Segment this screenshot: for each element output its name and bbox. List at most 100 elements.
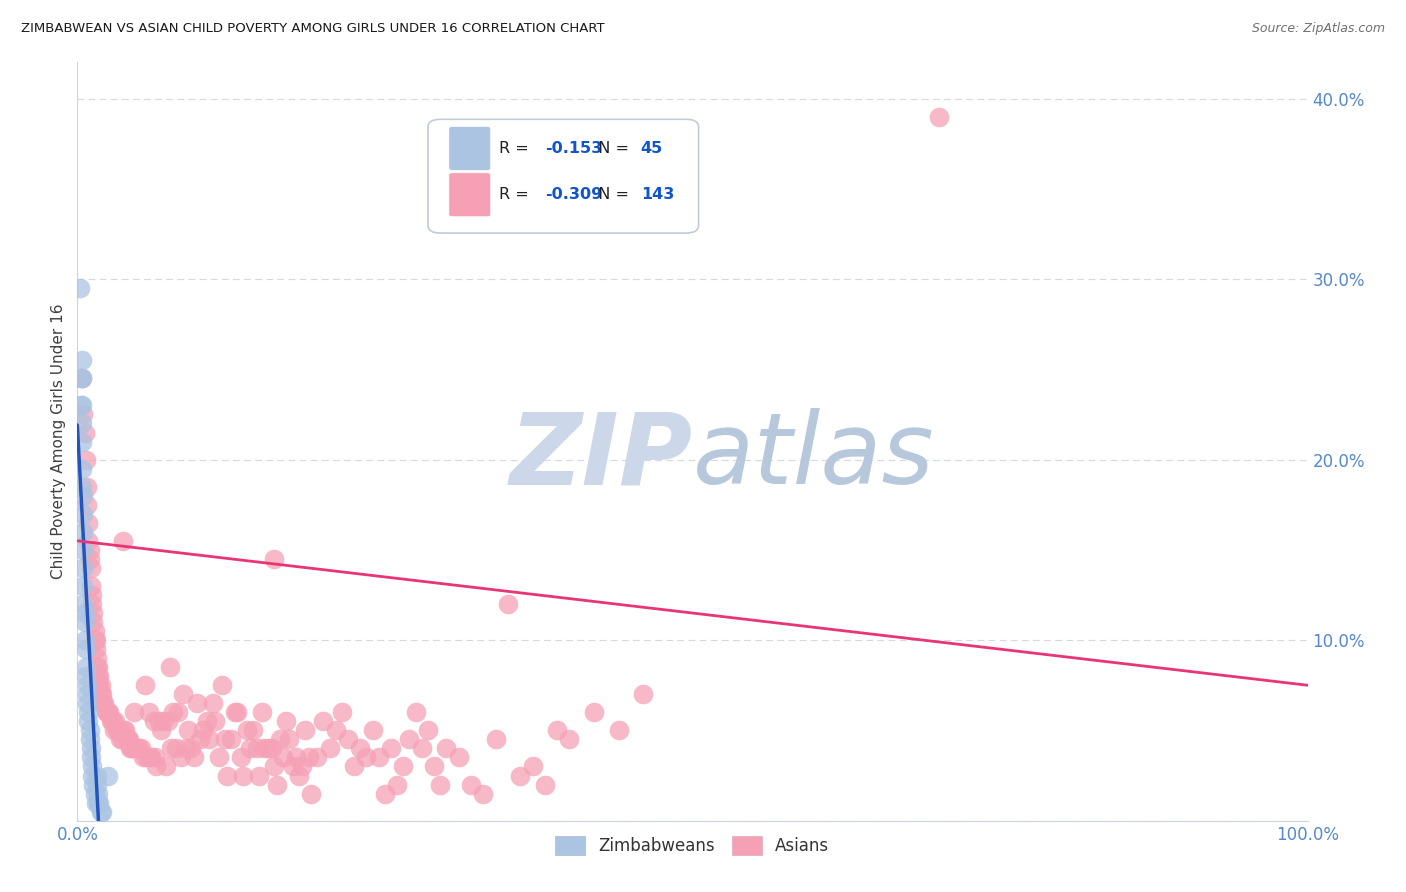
Text: ZIP: ZIP — [509, 409, 693, 505]
Point — [260, 741, 283, 756]
Point — [72, 408, 94, 422]
Point — [157, 714, 180, 729]
Point — [392, 759, 415, 773]
Point — [100, 714, 122, 729]
Point — [82, 768, 104, 782]
Text: 143: 143 — [641, 187, 673, 202]
Point — [107, 723, 129, 738]
Point — [411, 741, 433, 756]
Point — [97, 768, 120, 782]
Point — [343, 759, 366, 773]
Point — [72, 489, 94, 503]
Point — [217, 768, 239, 782]
Point — [191, 723, 214, 738]
Point — [201, 696, 224, 710]
Point — [82, 588, 104, 602]
FancyBboxPatch shape — [449, 127, 491, 170]
Point — [276, 714, 298, 729]
Point — [385, 778, 409, 792]
Point — [80, 561, 103, 575]
Point — [70, 461, 93, 475]
Point — [121, 741, 143, 756]
Text: N =: N = — [588, 141, 634, 156]
Point — [155, 759, 177, 773]
Point — [509, 768, 531, 782]
Point — [103, 723, 125, 738]
Point — [416, 723, 439, 738]
Point — [73, 425, 96, 440]
Point — [84, 633, 107, 648]
Text: R =: R = — [499, 187, 534, 202]
Point — [70, 399, 93, 413]
Point — [330, 706, 353, 720]
Point — [250, 706, 273, 720]
FancyBboxPatch shape — [449, 173, 491, 217]
Y-axis label: Child Poverty Among Girls Under 16: Child Poverty Among Girls Under 16 — [51, 304, 66, 579]
Point — [337, 732, 360, 747]
Point — [87, 669, 110, 683]
Point — [90, 687, 112, 701]
Point — [82, 615, 104, 629]
Point — [128, 741, 150, 756]
Point — [159, 660, 181, 674]
Point — [69, 281, 91, 295]
Point — [195, 714, 218, 729]
Point — [70, 371, 93, 385]
Text: atlas: atlas — [693, 409, 934, 505]
Point — [79, 732, 101, 747]
Point — [120, 741, 142, 756]
Point — [170, 750, 193, 764]
Point — [70, 480, 93, 494]
Point — [269, 732, 291, 747]
FancyBboxPatch shape — [427, 120, 699, 233]
Point — [70, 417, 93, 431]
Point — [86, 768, 108, 782]
Point — [263, 759, 285, 773]
Point — [232, 768, 254, 782]
Point — [76, 678, 98, 692]
Point — [75, 642, 97, 657]
Point — [180, 741, 202, 756]
Point — [257, 741, 280, 756]
Point — [135, 750, 157, 764]
Point — [224, 706, 246, 720]
Point — [89, 669, 111, 683]
Point — [208, 750, 231, 764]
Point — [236, 723, 259, 738]
Point — [97, 706, 120, 720]
Point — [73, 633, 96, 648]
Point — [75, 669, 97, 683]
Point — [460, 778, 482, 792]
Point — [167, 706, 190, 720]
Point — [188, 732, 212, 747]
Point — [307, 750, 329, 764]
Point — [94, 706, 117, 720]
Point — [111, 732, 132, 747]
Point — [70, 434, 93, 449]
Point — [141, 750, 163, 764]
Point — [91, 696, 114, 710]
Point — [70, 371, 93, 385]
Point — [70, 353, 93, 368]
Point — [229, 750, 252, 764]
Point — [278, 732, 301, 747]
Point — [271, 750, 294, 764]
Point — [242, 723, 264, 738]
Point — [82, 597, 104, 611]
Point — [89, 796, 111, 810]
Point — [162, 706, 184, 720]
Point — [75, 660, 97, 674]
Point — [118, 732, 141, 747]
Point — [90, 805, 112, 819]
Text: R =: R = — [499, 141, 534, 156]
Text: ZIMBABWEAN VS ASIAN CHILD POVERTY AMONG GIRLS UNDER 16 CORRELATION CHART: ZIMBABWEAN VS ASIAN CHILD POVERTY AMONG … — [21, 22, 605, 36]
Point — [380, 741, 402, 756]
Point — [111, 533, 134, 548]
Point — [367, 750, 389, 764]
Point — [266, 778, 288, 792]
Point — [148, 714, 170, 729]
Point — [285, 750, 308, 764]
Point — [356, 750, 378, 764]
Point — [86, 651, 108, 665]
Point — [90, 687, 114, 701]
